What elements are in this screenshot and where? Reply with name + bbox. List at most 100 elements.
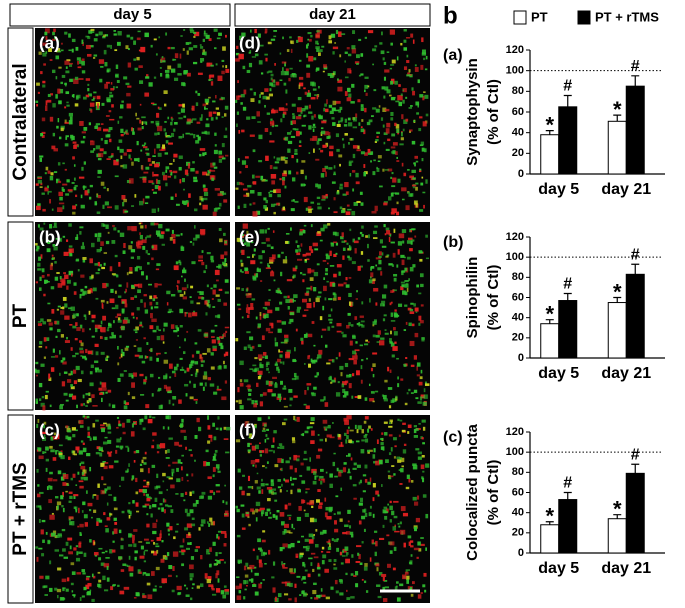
puncta <box>106 158 110 160</box>
puncta <box>179 445 182 447</box>
puncta <box>250 135 255 137</box>
image-label: (f) <box>239 420 256 439</box>
puncta <box>74 506 76 509</box>
puncta <box>284 406 288 408</box>
puncta <box>207 252 211 254</box>
puncta <box>400 43 402 45</box>
puncta <box>144 415 147 419</box>
puncta <box>53 457 57 461</box>
puncta <box>190 573 194 577</box>
puncta <box>285 479 289 482</box>
puncta <box>129 515 131 519</box>
puncta <box>107 45 110 48</box>
puncta <box>310 138 313 141</box>
puncta <box>284 419 288 421</box>
puncta <box>198 73 203 75</box>
puncta <box>342 138 344 140</box>
puncta <box>330 382 332 384</box>
significance-marker: # <box>631 246 640 263</box>
y-axis-label: (% of Ctl) <box>485 265 502 331</box>
puncta <box>421 337 425 339</box>
puncta <box>289 568 293 572</box>
puncta <box>134 550 137 553</box>
puncta <box>42 396 45 398</box>
panel-label: (c) <box>443 429 463 446</box>
puncta <box>398 241 402 245</box>
puncta <box>326 472 328 474</box>
puncta <box>365 77 369 79</box>
puncta <box>71 562 75 565</box>
puncta <box>419 259 422 262</box>
puncta <box>215 188 220 191</box>
puncta <box>47 540 50 544</box>
puncta <box>255 445 259 449</box>
puncta <box>207 348 211 352</box>
puncta <box>283 207 285 210</box>
puncta <box>421 177 423 179</box>
puncta <box>318 449 322 452</box>
puncta <box>81 343 84 347</box>
puncta <box>416 518 420 522</box>
puncta <box>198 260 203 262</box>
puncta <box>373 231 377 234</box>
puncta <box>363 172 366 176</box>
puncta <box>38 180 42 184</box>
puncta <box>390 29 395 34</box>
puncta <box>242 475 245 477</box>
puncta <box>272 120 274 125</box>
puncta <box>254 29 257 33</box>
puncta <box>225 69 229 73</box>
puncta <box>252 465 254 467</box>
puncta <box>117 42 121 46</box>
puncta <box>78 66 82 68</box>
puncta <box>265 58 267 62</box>
puncta <box>238 561 240 564</box>
puncta <box>116 427 118 429</box>
puncta <box>96 518 100 522</box>
puncta <box>215 325 218 327</box>
puncta <box>407 431 409 434</box>
puncta <box>224 427 227 430</box>
puncta <box>275 161 279 163</box>
puncta <box>37 469 39 473</box>
puncta <box>82 572 85 574</box>
puncta <box>75 103 79 106</box>
puncta <box>142 595 146 598</box>
puncta <box>310 518 314 522</box>
puncta <box>244 589 246 591</box>
puncta <box>415 187 418 191</box>
puncta <box>307 268 311 273</box>
puncta <box>255 592 259 596</box>
puncta <box>220 255 224 259</box>
puncta <box>285 505 288 510</box>
puncta <box>327 326 330 330</box>
puncta <box>114 508 118 511</box>
puncta <box>216 534 218 538</box>
puncta <box>361 301 363 304</box>
puncta <box>101 267 105 269</box>
puncta <box>313 129 315 133</box>
puncta <box>318 505 322 509</box>
puncta <box>360 192 363 195</box>
puncta <box>293 275 296 278</box>
puncta <box>161 335 165 340</box>
puncta <box>251 460 256 464</box>
puncta <box>200 555 202 559</box>
puncta <box>353 360 357 365</box>
puncta <box>113 584 116 586</box>
puncta <box>329 508 332 512</box>
puncta <box>409 129 413 131</box>
puncta <box>223 233 226 236</box>
puncta <box>384 86 388 90</box>
puncta <box>411 365 415 367</box>
puncta <box>75 353 79 355</box>
micrograph <box>35 222 230 410</box>
puncta <box>342 389 345 393</box>
puncta <box>325 507 328 511</box>
bar <box>541 135 559 174</box>
puncta <box>134 329 138 331</box>
puncta <box>267 498 271 501</box>
puncta <box>216 491 220 493</box>
puncta <box>391 185 395 187</box>
puncta <box>63 236 65 238</box>
